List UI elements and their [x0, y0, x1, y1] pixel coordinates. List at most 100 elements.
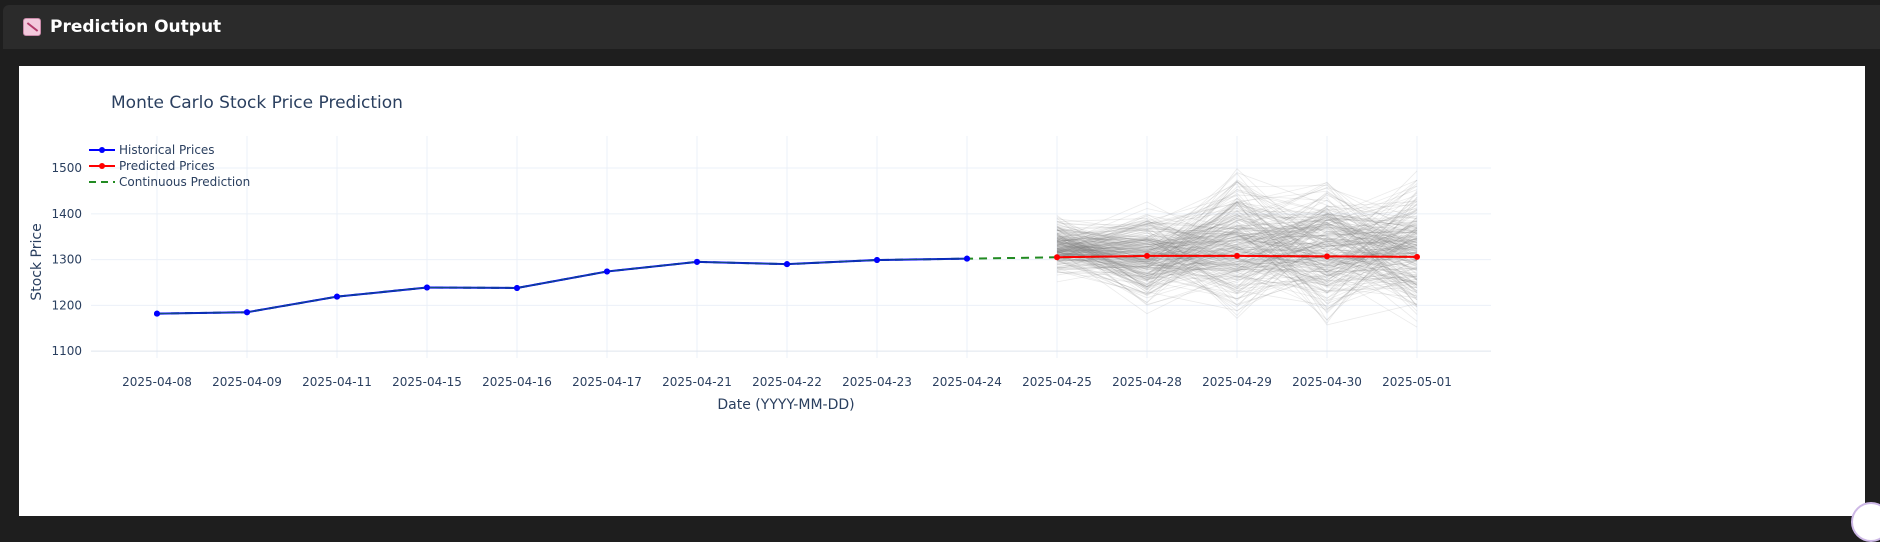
simulation-path: [1056, 214, 1418, 273]
simulation-path: [1056, 238, 1418, 273]
legend-item-predicted[interactable]: Predicted Prices: [89, 159, 215, 173]
stock-price-chart: 2025-04-08 2025-04-09 2025-04-11 2025-04-15…: [29, 93, 1491, 413]
simulation-path: [1056, 213, 1418, 284]
simulation-path: [1056, 216, 1418, 258]
simulation-path: [1056, 212, 1418, 267]
simulation-path: [1056, 212, 1418, 257]
x-tick-label: 2025-04-30: [1292, 375, 1362, 389]
legend-item-historical[interactable]: Historical Prices: [89, 143, 215, 157]
data-point[interactable]: [514, 284, 520, 291]
simulation-path: [1056, 228, 1418, 260]
x-tick-label: 2025-04-24: [932, 375, 1002, 389]
simulation-path: [1056, 223, 1418, 265]
simulation-path: [1056, 214, 1418, 293]
simulation-path: [1056, 195, 1418, 309]
data-point[interactable]: [874, 257, 880, 264]
simulation-path: [1056, 241, 1418, 298]
data-point[interactable]: [424, 284, 430, 291]
simulation-path: [1056, 232, 1418, 276]
simulation-path: [1056, 226, 1418, 299]
x-tick-label: 2025-04-29: [1202, 375, 1272, 389]
panel-header: Prediction Output: [3, 5, 1880, 49]
x-tick-label: 2025-04-08: [122, 375, 192, 389]
data-point[interactable]: [154, 310, 160, 317]
simulation-path: [1056, 209, 1418, 283]
data-point[interactable]: [1324, 253, 1330, 260]
data-point[interactable]: [784, 261, 790, 268]
simulation-path: [1056, 203, 1418, 269]
chart-title: Monte Carlo Stock Price Prediction: [111, 93, 403, 113]
simulation-path: [1056, 243, 1418, 293]
data-point[interactable]: [1054, 254, 1060, 261]
x-tick-label: 2025-05-01: [1382, 375, 1452, 389]
simulation-path: [1056, 202, 1418, 271]
simulation-path: [1056, 243, 1418, 278]
simulation-path: [1056, 211, 1418, 294]
assistant-widget-button[interactable]: [1851, 502, 1880, 542]
simulation-path: [1056, 221, 1418, 286]
simulation-path: [1056, 225, 1418, 295]
simulation-path: [1056, 221, 1418, 247]
simulation-path: [1056, 215, 1418, 294]
simulation-path: [1056, 201, 1418, 280]
data-point[interactable]: [604, 268, 610, 275]
simulation-path: [1056, 179, 1418, 286]
simulation-path: [1056, 204, 1418, 281]
simulation-path: [1056, 172, 1418, 280]
simulation-path: [1056, 217, 1418, 285]
simulation-path: [1056, 235, 1418, 256]
simulation-path: [1056, 239, 1418, 276]
simulation-path: [1056, 181, 1418, 291]
legend-label-historical: Historical Prices: [119, 143, 215, 157]
simulation-path: [1056, 196, 1418, 324]
simulation-path: [1056, 189, 1418, 260]
simulation-path: [1056, 242, 1418, 259]
simulation-path: [1056, 208, 1418, 300]
simulation-path: [1056, 265, 1418, 300]
data-point[interactable]: [694, 258, 700, 265]
legend[interactable]: Historical Prices Predicted Prices Conti…: [89, 143, 250, 189]
y-tick-label: 1400: [51, 207, 82, 221]
simulation-path: [1056, 197, 1418, 307]
data-point[interactable]: [964, 255, 970, 262]
simulation-path: [1056, 243, 1418, 285]
simulation-path: [1056, 217, 1418, 253]
simulation-path: [1056, 223, 1418, 267]
simulation-path: [1056, 221, 1418, 284]
data-point[interactable]: [1234, 252, 1240, 259]
y-axis-label: Stock Price: [29, 223, 45, 300]
x-tick-label: 2025-04-09: [212, 375, 282, 389]
simulation-path: [1056, 201, 1418, 281]
simulation-path: [1056, 237, 1418, 295]
simulation-path: [1056, 227, 1418, 292]
simulation-path: [1056, 212, 1418, 289]
simulation-path: [1056, 230, 1418, 305]
simulation-path: [1056, 213, 1418, 280]
simulation-path: [1056, 197, 1418, 290]
simulation-path: [1056, 228, 1418, 288]
data-point[interactable]: [1144, 252, 1150, 259]
simulation-path: [1056, 194, 1418, 282]
simulation-path: [1056, 185, 1418, 288]
simulation-path: [1056, 208, 1418, 272]
legend-item-continuous[interactable]: Continuous Prediction: [89, 175, 250, 189]
simulation-path: [1056, 189, 1418, 265]
y-tick-label: 1200: [51, 298, 82, 312]
simulation-path: [1056, 201, 1418, 263]
data-point[interactable]: [334, 293, 340, 300]
simulation-path: [1056, 226, 1418, 266]
y-tick-label: 1300: [51, 253, 82, 267]
simulation-path: [1056, 221, 1418, 262]
simulation-path: [1056, 207, 1418, 250]
simulation-path: [1056, 215, 1418, 308]
simulation-path: [1056, 234, 1418, 259]
data-point[interactable]: [1414, 253, 1420, 260]
simulation-path: [1056, 212, 1418, 315]
simulation-path: [1056, 236, 1418, 281]
x-tick-label: 2025-04-21: [662, 375, 732, 389]
data-point[interactable]: [244, 309, 250, 316]
x-tick-label: 2025-04-15: [392, 375, 462, 389]
simulation-path: [1056, 237, 1418, 281]
simulation-path: [1056, 232, 1418, 253]
simulation-path: [1056, 224, 1418, 265]
